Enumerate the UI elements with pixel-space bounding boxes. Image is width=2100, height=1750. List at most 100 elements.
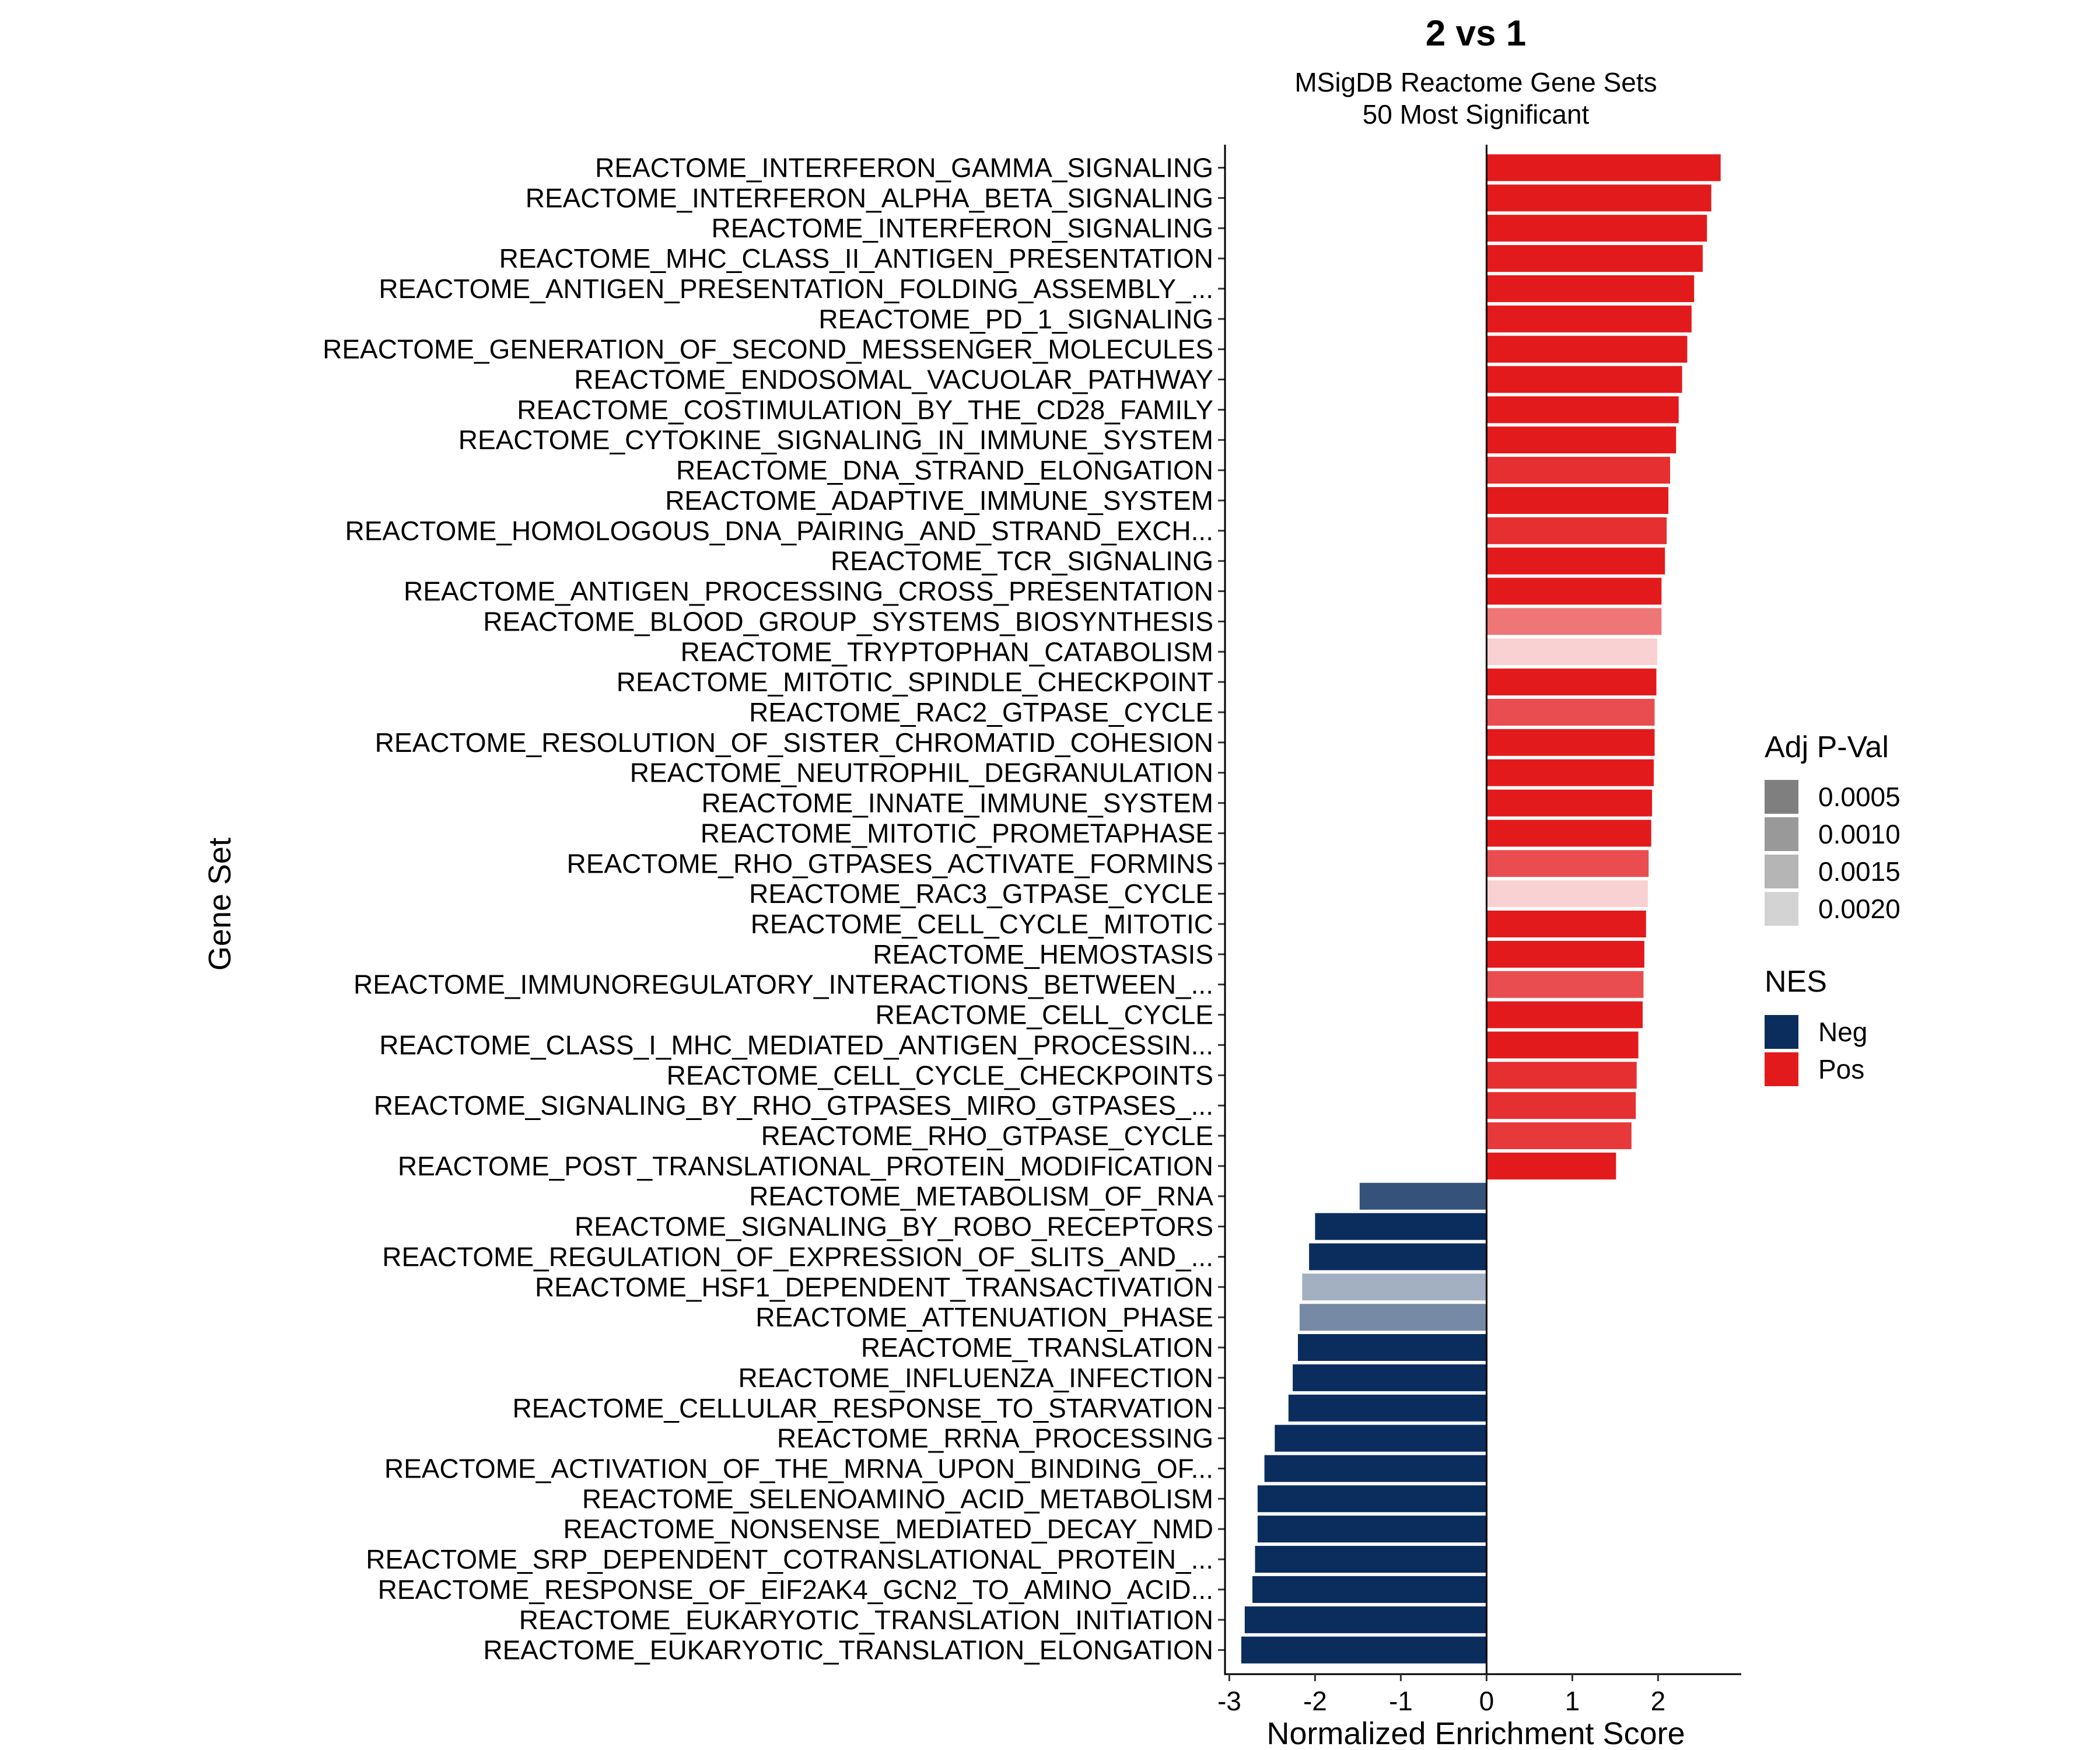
gene-set-label: REACTOME_POST_TRANSLATIONAL_PROTEIN_MODI…	[398, 1151, 1213, 1181]
gene-set-label: REACTOME_CELLULAR_RESPONSE_TO_STARVATION	[513, 1393, 1213, 1423]
gene-set-label: REACTOME_DNA_STRAND_ELONGATION	[676, 455, 1213, 485]
x-tick-label: 1	[1565, 1686, 1580, 1716]
legend-label-adj-pval: 0.0020	[1818, 894, 1901, 924]
bar	[1486, 184, 1712, 212]
x-tick-label: -3	[1217, 1686, 1241, 1716]
bar	[1298, 1334, 1487, 1361]
bar	[1486, 668, 1657, 696]
legend-label-nes: Pos	[1818, 1054, 1864, 1084]
gene-set-label: REACTOME_TRANSLATION	[861, 1332, 1213, 1363]
bar	[1486, 517, 1667, 544]
legend-title-nes: NES	[1765, 965, 1827, 999]
legend-label-adj-pval: 0.0010	[1818, 819, 1901, 849]
gene-set-label: REACTOME_IMMUNOREGULATORY_INTERACTIONS_B…	[354, 970, 1213, 1000]
bar	[1293, 1364, 1487, 1391]
gene-set-label: REACTOME_REGULATION_OF_EXPRESSION_OF_SLI…	[382, 1242, 1213, 1272]
bars-layer	[1241, 154, 1721, 1664]
bar	[1299, 1304, 1487, 1331]
gene-set-label: REACTOME_HSF1_DEPENDENT_TRANSACTIVATION	[535, 1272, 1213, 1302]
bar	[1275, 1424, 1487, 1452]
bar	[1486, 215, 1707, 242]
gene-set-label: REACTOME_CELL_CYCLE_MITOTIC	[751, 909, 1213, 939]
bar	[1486, 850, 1649, 877]
x-axis-title: Normalized Enrichment Score	[1266, 1716, 1685, 1750]
x-tick-label: 0	[1479, 1686, 1494, 1716]
gene-set-label: REACTOME_MITOTIC_SPINDLE_CHECKPOINT	[617, 667, 1213, 697]
bar	[1359, 1182, 1487, 1210]
bar	[1486, 820, 1651, 847]
gene-set-label: REACTOME_ADAPTIVE_IMMUNE_SYSTEM	[665, 485, 1213, 516]
gene-set-label: REACTOME_CLASS_I_MHC_MEDIATED_ANTIGEN_PR…	[379, 1030, 1213, 1060]
gene-set-label: REACTOME_EUKARYOTIC_TRANSLATION_INITIATI…	[519, 1605, 1213, 1635]
bar	[1486, 699, 1655, 726]
gene-set-label: REACTOME_NEUTROPHIL_DEGRANULATION	[630, 758, 1213, 788]
bar	[1302, 1273, 1487, 1301]
gene-set-label: REACTOME_INTERFERON_GAMMA_SIGNALING	[595, 153, 1213, 183]
legend-label-adj-pval: 0.0015	[1818, 856, 1901, 887]
bar	[1486, 608, 1662, 635]
bar	[1244, 1606, 1487, 1633]
gene-set-label: REACTOME_GENERATION_OF_SECOND_MESSENGER_…	[323, 334, 1213, 365]
bar	[1257, 1485, 1487, 1513]
gene-set-label: REACTOME_RESOLUTION_OF_SISTER_CHROMATID_…	[375, 727, 1213, 758]
gene-set-label: REACTOME_NONSENSE_MEDIATED_DECAY_NMD	[564, 1514, 1213, 1544]
bar	[1486, 1092, 1636, 1119]
bar	[1486, 366, 1682, 393]
bar	[1486, 911, 1646, 937]
x-tick-label: -2	[1303, 1686, 1327, 1716]
legend-swatch-adj-pval	[1765, 780, 1798, 814]
bar	[1486, 245, 1703, 272]
bar	[1486, 789, 1653, 817]
bar	[1486, 335, 1688, 363]
bar	[1486, 396, 1679, 424]
gene-set-label: REACTOME_HOMOLOGOUS_DNA_PAIRING_AND_STRA…	[345, 516, 1213, 546]
bar	[1486, 971, 1644, 998]
x-tick-label: 2	[1651, 1686, 1666, 1716]
gene-set-label: REACTOME_INFLUENZA_INFECTION	[738, 1363, 1213, 1393]
gene-set-labels: REACTOME_INTERFERON_GAMMA_SIGNALING REACT…	[323, 153, 1213, 1665]
legend-title-adj-pval: Adj P-Val	[1765, 730, 1889, 764]
bar	[1486, 578, 1662, 605]
bar	[1486, 1062, 1637, 1089]
legend-nes-entries: Neg Pos	[1765, 1015, 1867, 1086]
legend-label-nes: Neg	[1818, 1017, 1867, 1047]
gene-set-label: REACTOME_SELENOAMINO_ACID_METABOLISM	[582, 1483, 1213, 1514]
bar	[1255, 1546, 1487, 1573]
gene-set-label: REACTOME_TRYPTOPHAN_CATABOLISM	[681, 636, 1213, 667]
bar	[1486, 880, 1648, 908]
gene-set-label: REACTOME_CELL_CYCLE	[876, 1000, 1213, 1030]
gene-set-label: REACTOME_MHC_CLASS_II_ANTIGEN_PRESENTATI…	[499, 243, 1213, 274]
gene-set-label: REACTOME_PD_1_SIGNALING	[818, 304, 1213, 334]
bar	[1486, 1122, 1632, 1149]
y-axis-title: Gene Set	[202, 838, 237, 971]
bar	[1486, 1031, 1639, 1059]
gene-set-label: REACTOME_HEMOSTASIS	[873, 939, 1213, 970]
legend-swatch-adj-pval	[1765, 855, 1798, 888]
legend-label-adj-pval: 0.0005	[1818, 782, 1901, 812]
bar	[1486, 759, 1654, 786]
bar	[1264, 1455, 1487, 1482]
bar	[1288, 1394, 1487, 1422]
bar	[1486, 1152, 1616, 1180]
gene-set-label: REACTOME_SRP_DEPENDENT_COTRANSLATIONAL_P…	[366, 1544, 1213, 1574]
bar	[1257, 1516, 1487, 1543]
chart-subtitle-line-1: MSigDB Reactome Gene Sets	[1294, 67, 1657, 97]
bar	[1252, 1576, 1487, 1603]
gene-set-label: REACTOME_INNATE_IMMUNE_SYSTEM	[701, 788, 1213, 818]
bar	[1486, 305, 1692, 332]
gene-set-label: REACTOME_METABOLISM_OF_RNA	[749, 1181, 1213, 1212]
gene-set-label: REACTOME_INTERFERON_SIGNALING	[711, 213, 1213, 243]
gene-set-label: REACTOME_SIGNALING_BY_RHO_GTPASES_MIRO_G…	[374, 1090, 1213, 1121]
bar	[1486, 154, 1721, 181]
gene-set-label: REACTOME_RAC2_GTPASE_CYCLE	[749, 697, 1213, 727]
bar	[1241, 1636, 1487, 1664]
gene-set-label: REACTOME_ANTIGEN_PROCESSING_CROSS_PRESEN…	[404, 576, 1213, 607]
bar	[1486, 457, 1670, 484]
bar	[1486, 426, 1676, 454]
chart-title: 2 vs 1	[1426, 13, 1526, 54]
chart-subtitle-line-2: 50 Most Significant	[1363, 99, 1590, 130]
bar	[1486, 1001, 1643, 1028]
gene-set-label: REACTOME_RAC3_GTPASE_CYCLE	[749, 878, 1213, 909]
gene-set-label: REACTOME_ATTENUATION_PHASE	[755, 1302, 1213, 1332]
